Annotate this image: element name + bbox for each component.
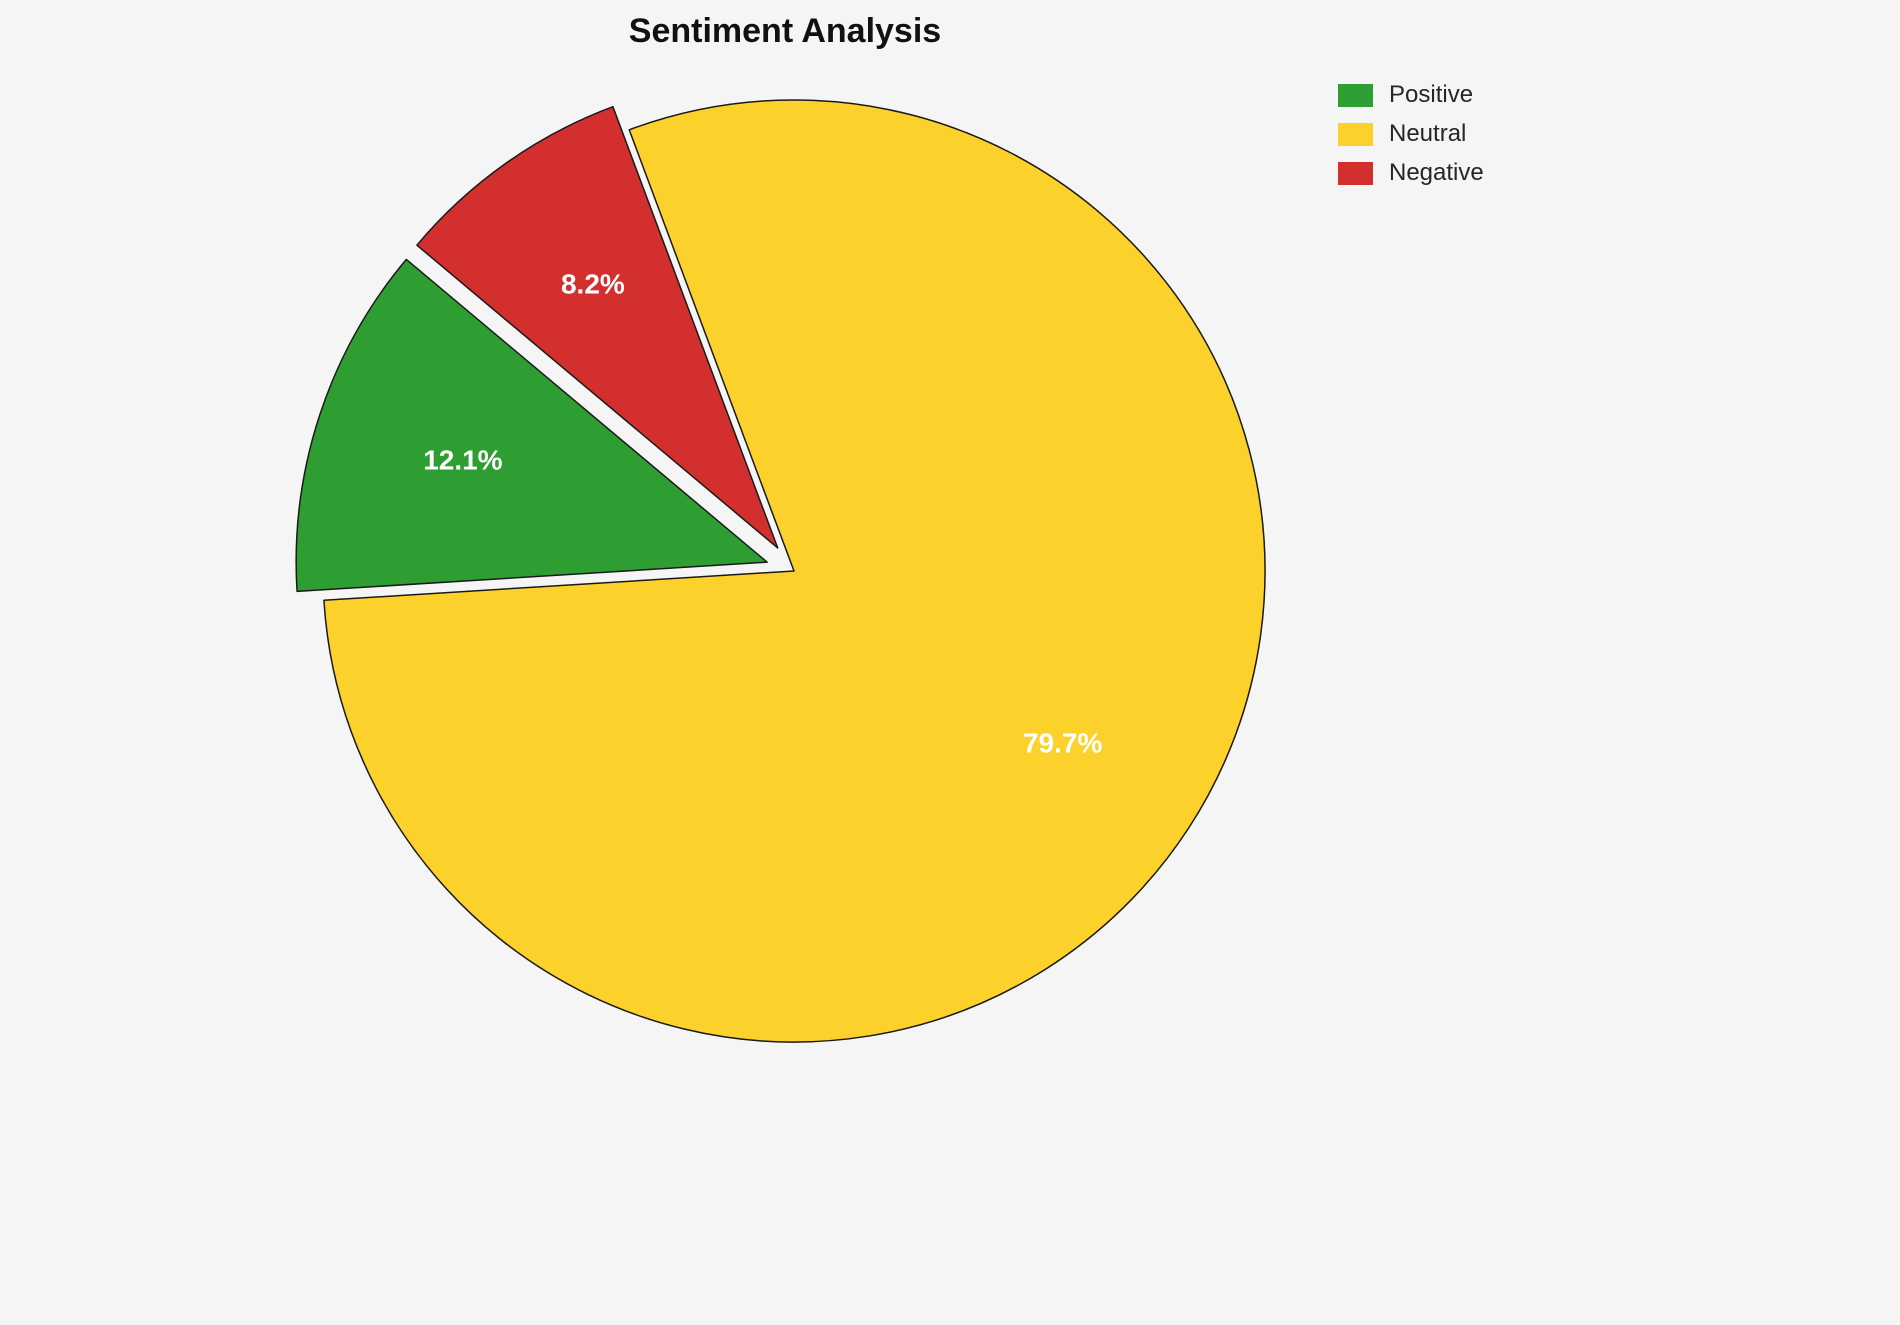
pie-slice-positive xyxy=(295,258,768,593)
pie-slices-group xyxy=(295,99,1266,1043)
pie-slice-label-neutral: 79.7% xyxy=(1023,728,1102,759)
legend-item-positive: Positive xyxy=(1338,80,1484,110)
legend-swatch-positive xyxy=(1338,83,1373,107)
legend-swatch-neutral xyxy=(1338,122,1373,146)
pie-slice-negative xyxy=(416,105,779,549)
pie-slice-neutral xyxy=(323,99,1266,1043)
chart-title: Sentiment Analysis xyxy=(628,12,942,50)
pie-slice-label-positive: 12.1% xyxy=(423,444,502,475)
legend-item-negative: Negative xyxy=(1338,158,1484,188)
legend-item-neutral: Neutral xyxy=(1338,119,1484,149)
legend-swatch-negative xyxy=(1338,161,1373,185)
legend-label: Positive xyxy=(1389,81,1474,108)
legend-label: Negative xyxy=(1389,159,1484,186)
legend: Positive Neutral Negative xyxy=(1338,80,1484,188)
legend-label: Neutral xyxy=(1389,120,1467,147)
pie-slice-label-negative: 8.2% xyxy=(561,269,625,300)
pie-labels-group: 12.1% 79.7% 8.2% xyxy=(423,269,1102,759)
